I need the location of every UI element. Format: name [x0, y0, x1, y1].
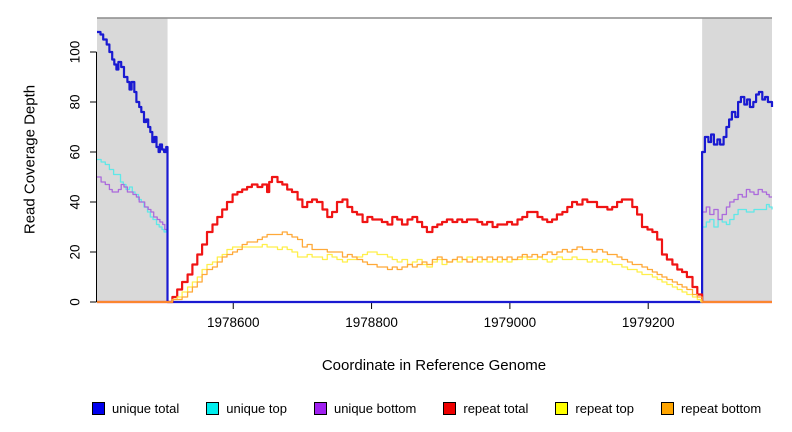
legend: unique total unique top unique bottom repea…: [92, 401, 761, 416]
legend-swatch-repeat-top: [555, 402, 569, 415]
x-tick-label: 1979000: [484, 315, 537, 330]
legend-swatch-repeat-total: [443, 402, 457, 415]
legend-label-repeat-bottom: repeat bottom: [680, 401, 762, 416]
legend-swatch-unique-bottom: [313, 402, 327, 415]
legend-swatch-unique-total: [92, 402, 105, 415]
x-tick-label: 1978600: [207, 315, 260, 330]
legend-label-repeat-top: repeat top: [575, 401, 634, 416]
x-tick-label: 1978800: [345, 315, 398, 330]
legend-item-unique-bottom: unique bottom: [313, 401, 417, 416]
legend-label-unique-bottom: unique bottom: [333, 401, 417, 416]
shaded-region: [97, 18, 168, 302]
legend-swatch-repeat-bottom: [660, 402, 674, 415]
y-tick-label: 0: [68, 298, 83, 306]
series-line-repeat-bottom: [97, 231, 772, 303]
series-line-unique-top: [97, 158, 773, 303]
legend-label-repeat-total: repeat total: [463, 401, 529, 416]
series-line-repeat-top: [97, 243, 772, 303]
y-tick-label: 60: [68, 144, 83, 159]
x-axis-title: Coordinate in Reference Genome: [321, 357, 547, 374]
legend-swatch-unique-top: [206, 402, 220, 415]
legend-item-unique-total: unique total: [92, 401, 179, 416]
y-tick-label: 80: [68, 94, 83, 109]
legend-item-unique-top: unique top: [206, 401, 287, 416]
y-tick-label: 100: [68, 41, 83, 64]
shaded-region: [702, 18, 772, 302]
legend-label-unique-top: unique top: [226, 401, 287, 416]
legend-item-repeat-total: repeat total: [443, 401, 528, 416]
y-axis-title: Read Coverage Depth: [21, 84, 39, 235]
series-line-repeat-total: [97, 175, 772, 304]
legend-item-repeat-top: repeat top: [555, 401, 634, 416]
y-tick-label: 20: [68, 244, 83, 259]
x-tick-label: 1979200: [622, 315, 675, 330]
legend-item-repeat-bottom: repeat bottom: [660, 401, 762, 416]
legend-label-unique-total: unique total: [112, 401, 180, 416]
series-line-unique-bottom: [97, 176, 772, 303]
series-line-unique-total: [97, 30, 774, 304]
y-tick-label: 40: [68, 194, 83, 209]
